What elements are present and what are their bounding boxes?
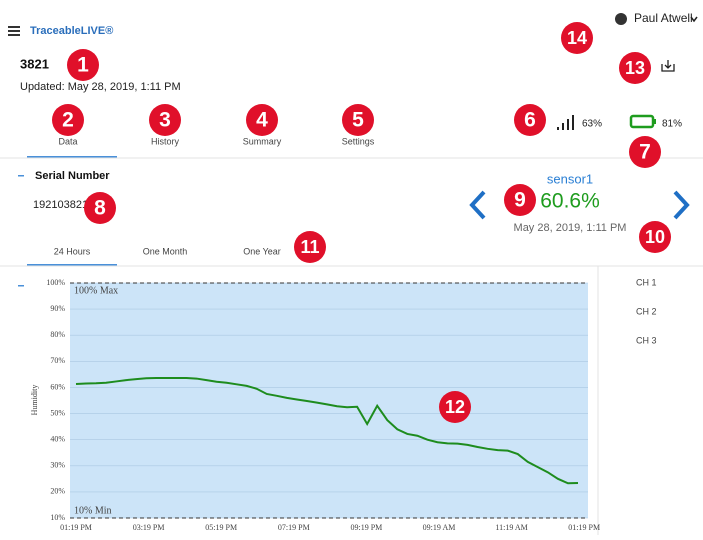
signal-value: 63% [582, 119, 602, 130]
annotation-number: 13 [625, 58, 645, 78]
updated: Updated: May 28, 2019, 1:11 PM [20, 81, 181, 93]
sensor-name: sensor1 [547, 171, 593, 186]
serial-label: Serial Number [35, 170, 110, 182]
sensor-reading: 60.6% [540, 190, 600, 213]
menu-icon[interactable] [8, 26, 20, 36]
annotation-number: 12 [445, 397, 465, 417]
logo: TraceableLIVE® [30, 25, 113, 37]
y-tick-label: 10% [50, 513, 65, 522]
device-id: 3821 [20, 56, 49, 71]
annotation-badge [246, 104, 278, 136]
y-axis-label: Humidity [30, 385, 39, 416]
annotation-number: 1 [77, 54, 89, 77]
annotation-badge [619, 52, 651, 84]
plot-area [70, 283, 588, 518]
y-tick-label: 40% [50, 434, 65, 443]
battery-icon [629, 114, 655, 129]
next-arrow[interactable] [673, 190, 690, 220]
tab-underline [27, 156, 117, 158]
download-icon[interactable] [661, 60, 675, 72]
range-underline [27, 264, 117, 266]
x-tick-label: 05:19 PM [205, 523, 237, 532]
y-tick-label: 20% [50, 487, 65, 496]
annotation-badge [84, 192, 116, 224]
x-tick-label: 09:19 AM [423, 523, 456, 532]
min-label: 10% Min [74, 505, 112, 516]
prev-arrow[interactable] [469, 190, 486, 220]
annotation-number: 10 [645, 227, 665, 247]
annotation-number: 2 [62, 109, 74, 132]
user-icon [615, 13, 627, 25]
annotation-badge [342, 104, 374, 136]
annotation-badge [52, 104, 84, 136]
annotation-number: 11 [300, 237, 319, 257]
user-name[interactable]: Paul Atwell [634, 11, 693, 25]
y-tick-label: 50% [50, 408, 65, 417]
x-tick-label: 11:19 AM [495, 523, 527, 532]
annotation-number: 9 [514, 189, 526, 212]
tab[interactable]: History [151, 136, 180, 146]
annotation-badge [629, 136, 661, 168]
collapse-dash[interactable] [18, 175, 24, 177]
annotation-number: 4 [256, 109, 268, 132]
range-tab[interactable]: One Year [243, 246, 281, 256]
annotation-badge [67, 49, 99, 81]
x-tick-label: 03:19 PM [133, 523, 165, 532]
annotation-number: 8 [94, 197, 106, 220]
x-tick-label: 07:19 PM [278, 523, 310, 532]
humidity-line [75, 377, 579, 485]
x-tick-label: 09:19 PM [351, 523, 383, 532]
annotation-number: 14 [567, 28, 587, 48]
x-tick-label: 01:19 PM [568, 523, 600, 532]
range-tab[interactable]: 24 Hours [54, 246, 91, 256]
signal-icon [557, 115, 574, 130]
tab[interactable]: Summary [243, 136, 282, 146]
caret [690, 16, 698, 23]
tab[interactable]: Settings [342, 136, 375, 146]
annotation-number: 3 [159, 109, 171, 132]
annotation-badge [639, 221, 671, 253]
collapse-dash[interactable] [18, 285, 24, 287]
annotation-badge [149, 104, 181, 136]
channel[interactable]: CH 2 [636, 306, 657, 316]
annotation-badge [561, 22, 593, 54]
y-tick-label: 90% [50, 304, 65, 313]
battery-value: 81% [662, 119, 682, 130]
channel[interactable]: CH 1 [636, 277, 657, 287]
annotation-badge [504, 184, 536, 216]
serial-value: 192103821 [33, 199, 88, 211]
y-tick-label: 70% [50, 356, 65, 365]
max-label: 100% Max [74, 285, 118, 296]
range-tab[interactable]: One Month [143, 246, 188, 256]
x-tick-label: 01:19 PM [60, 523, 92, 532]
annotation-badge [514, 104, 546, 136]
channel[interactable]: CH 3 [636, 335, 657, 345]
y-tick-label: 80% [50, 330, 65, 339]
battery-tip [654, 119, 656, 124]
annotation-badge [294, 231, 326, 263]
y-tick-label: 60% [50, 382, 65, 391]
sensor-time: May 28, 2019, 1:11 PM [514, 222, 627, 234]
annotation-number: 7 [639, 141, 651, 164]
annotation-number: 6 [524, 109, 536, 132]
y-tick-label: 30% [50, 461, 65, 470]
annotation-badge [439, 391, 471, 423]
tab[interactable]: Data [58, 136, 77, 146]
y-tick-label: 100% [46, 278, 65, 287]
annotation-number: 5 [352, 109, 364, 132]
